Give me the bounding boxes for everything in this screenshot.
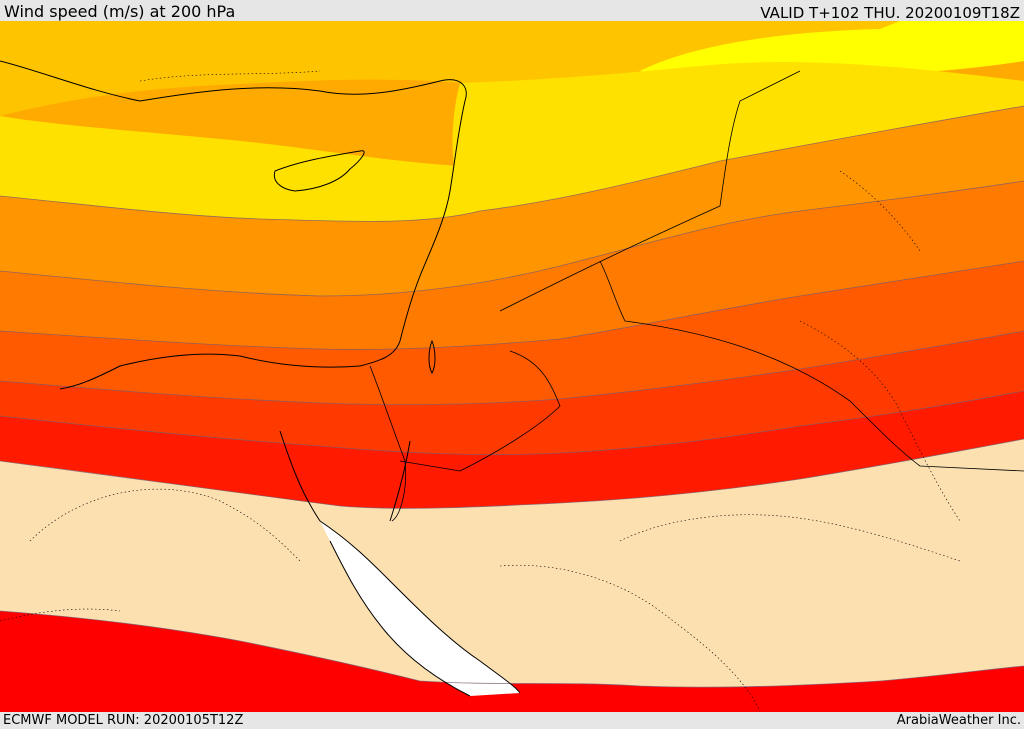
valid-time-label: VALID T+102 THU. 20200109T18Z — [760, 4, 1020, 22]
borders — [369, 70, 1024, 522]
band-red — [0, 391, 1024, 509]
map-title: Wind speed (m/s) at 200 hPa — [4, 2, 236, 21]
header-bar — [0, 0, 1024, 21]
provincial-boundaries — [0, 70, 961, 712]
footer-bar — [0, 712, 1024, 729]
red-sea — [320, 521, 520, 696]
contour-lines — [0, 105, 1024, 688]
band-dark-orange — [0, 181, 1024, 350]
wind-bands — [0, 21, 1024, 712]
credit-label: ArabiaWeather Inc. — [896, 713, 1021, 728]
band-deep-orange — [0, 261, 1024, 405]
model-run-label: ECMWF MODEL RUN: 20200105T12Z — [3, 713, 244, 728]
band-yellow-left — [0, 116, 502, 222]
band-yellow-east — [452, 61, 1024, 213]
coastlines — [0, 60, 521, 697]
wind-speed-map — [0, 21, 1024, 712]
band-red-south — [0, 611, 1024, 712]
band-orange-mid — [0, 106, 1024, 296]
band-red-orange — [0, 331, 1024, 455]
band-pale-south — [0, 439, 1024, 712]
